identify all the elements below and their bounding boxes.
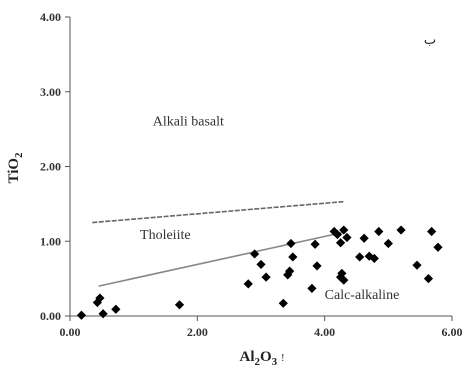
data-point [92,297,102,308]
boundary-line-lower [98,231,344,287]
data-point [359,233,369,243]
field-label: Alkali basalt [153,114,224,129]
y-tick-label: 4.00 [40,10,61,24]
x-tick-label: 0.00 [60,325,81,339]
x-tick-label: 6.00 [442,325,463,339]
data-point [312,261,322,271]
data-point [310,239,320,249]
y-tick-label: 2.00 [40,160,61,174]
data-point [342,232,352,243]
field-label: Calc-alkaline [325,288,400,303]
data-point [412,260,422,270]
y-axis-title: TiO2 [6,152,25,184]
data-point [307,283,317,293]
data-point [174,300,185,310]
data-point [433,242,443,252]
data-point [98,309,108,319]
y-tick-label: 3.00 [40,85,61,99]
data-point [374,226,384,237]
data-point [278,298,288,308]
data-point [256,259,266,270]
data-point [286,238,296,249]
data-point [243,279,253,289]
data-point [423,274,434,284]
data-points [76,225,443,320]
data-point [283,270,293,280]
data-point [396,225,406,235]
field-label: Tholeiite [140,228,191,243]
data-point [369,253,379,264]
data-point [355,252,365,262]
data-point [427,226,437,237]
data-point [111,304,121,314]
data-point [261,272,271,282]
data-point [250,249,260,259]
x-tick-label: 4.00 [314,325,335,339]
field-labels: Alkali basalt Tholeiite Calc-alkaline [140,114,399,302]
data-point [288,252,298,262]
data-point [339,225,349,235]
data-point [95,293,105,303]
data-point [339,275,349,285]
axes: 0.00 2.00 4.00 6.00 0.00 1.00 2.00 3.00 4.00 [40,10,463,339]
data-point [337,268,347,278]
data-point [335,238,346,248]
y-tick-label: 0.00 [40,309,61,323]
data-point [76,310,87,320]
x-axis-title: Al2O3! [239,349,284,368]
data-point [285,266,295,276]
y-tick-label: 1.00 [40,234,61,248]
boundary-line-upper [92,200,344,224]
corner-mark: ب [424,33,436,48]
field-boundaries [92,200,344,287]
data-point [383,238,393,249]
data-point [332,229,342,240]
x-tick-label: 2.00 [187,325,208,339]
